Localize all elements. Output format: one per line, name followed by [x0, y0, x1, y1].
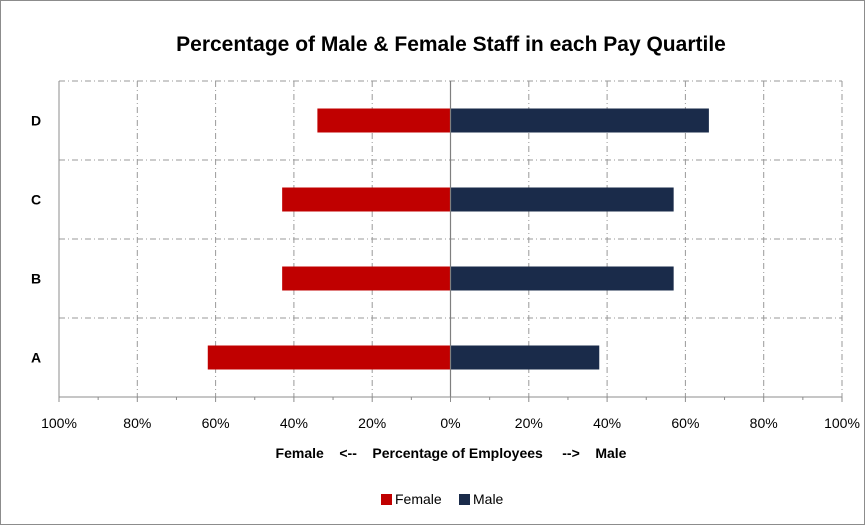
- x-tick-label: 60%: [671, 415, 699, 431]
- x-tick-label: 40%: [280, 415, 308, 431]
- axes: D C B A 100% 80% 60% 40% 20% 0% 20% 40% 60% 80% 100%: [31, 81, 860, 431]
- legend-label-male: Male: [473, 491, 504, 507]
- category-label: B: [31, 271, 41, 287]
- category-label: D: [31, 113, 41, 129]
- bars: [207, 108, 709, 370]
- bar-female-c: [282, 187, 451, 212]
- bar-male-b: [450, 266, 674, 291]
- legend-swatch-female: [381, 494, 392, 505]
- bar-male-a: [450, 345, 600, 370]
- x-tick-label: 0%: [440, 415, 460, 431]
- bar-male-c: [450, 187, 674, 212]
- x-tick-label: 80%: [750, 415, 778, 431]
- category-label: C: [31, 192, 41, 208]
- x-tick-label: 80%: [123, 415, 151, 431]
- x-tick-label: 40%: [593, 415, 621, 431]
- x-axis-label: Female <-- Percentage of Employees --> M…: [276, 445, 627, 461]
- bar-female-d: [317, 108, 451, 133]
- x-tick-label: 100%: [41, 415, 77, 431]
- x-tick-label: 20%: [515, 415, 543, 431]
- legend-swatch-male: [459, 494, 470, 505]
- x-tick-label: 100%: [824, 415, 860, 431]
- bar-female-b: [282, 266, 451, 291]
- legend: Female Male: [381, 491, 504, 507]
- bar-female-a: [207, 345, 451, 370]
- x-tick-label: 60%: [202, 415, 230, 431]
- bar-male-d: [450, 108, 709, 133]
- legend-label-female: Female: [395, 491, 442, 507]
- category-label: A: [31, 350, 41, 366]
- chart-title: Percentage of Male & Female Staff in eac…: [176, 33, 726, 56]
- x-tick-label: 20%: [358, 415, 386, 431]
